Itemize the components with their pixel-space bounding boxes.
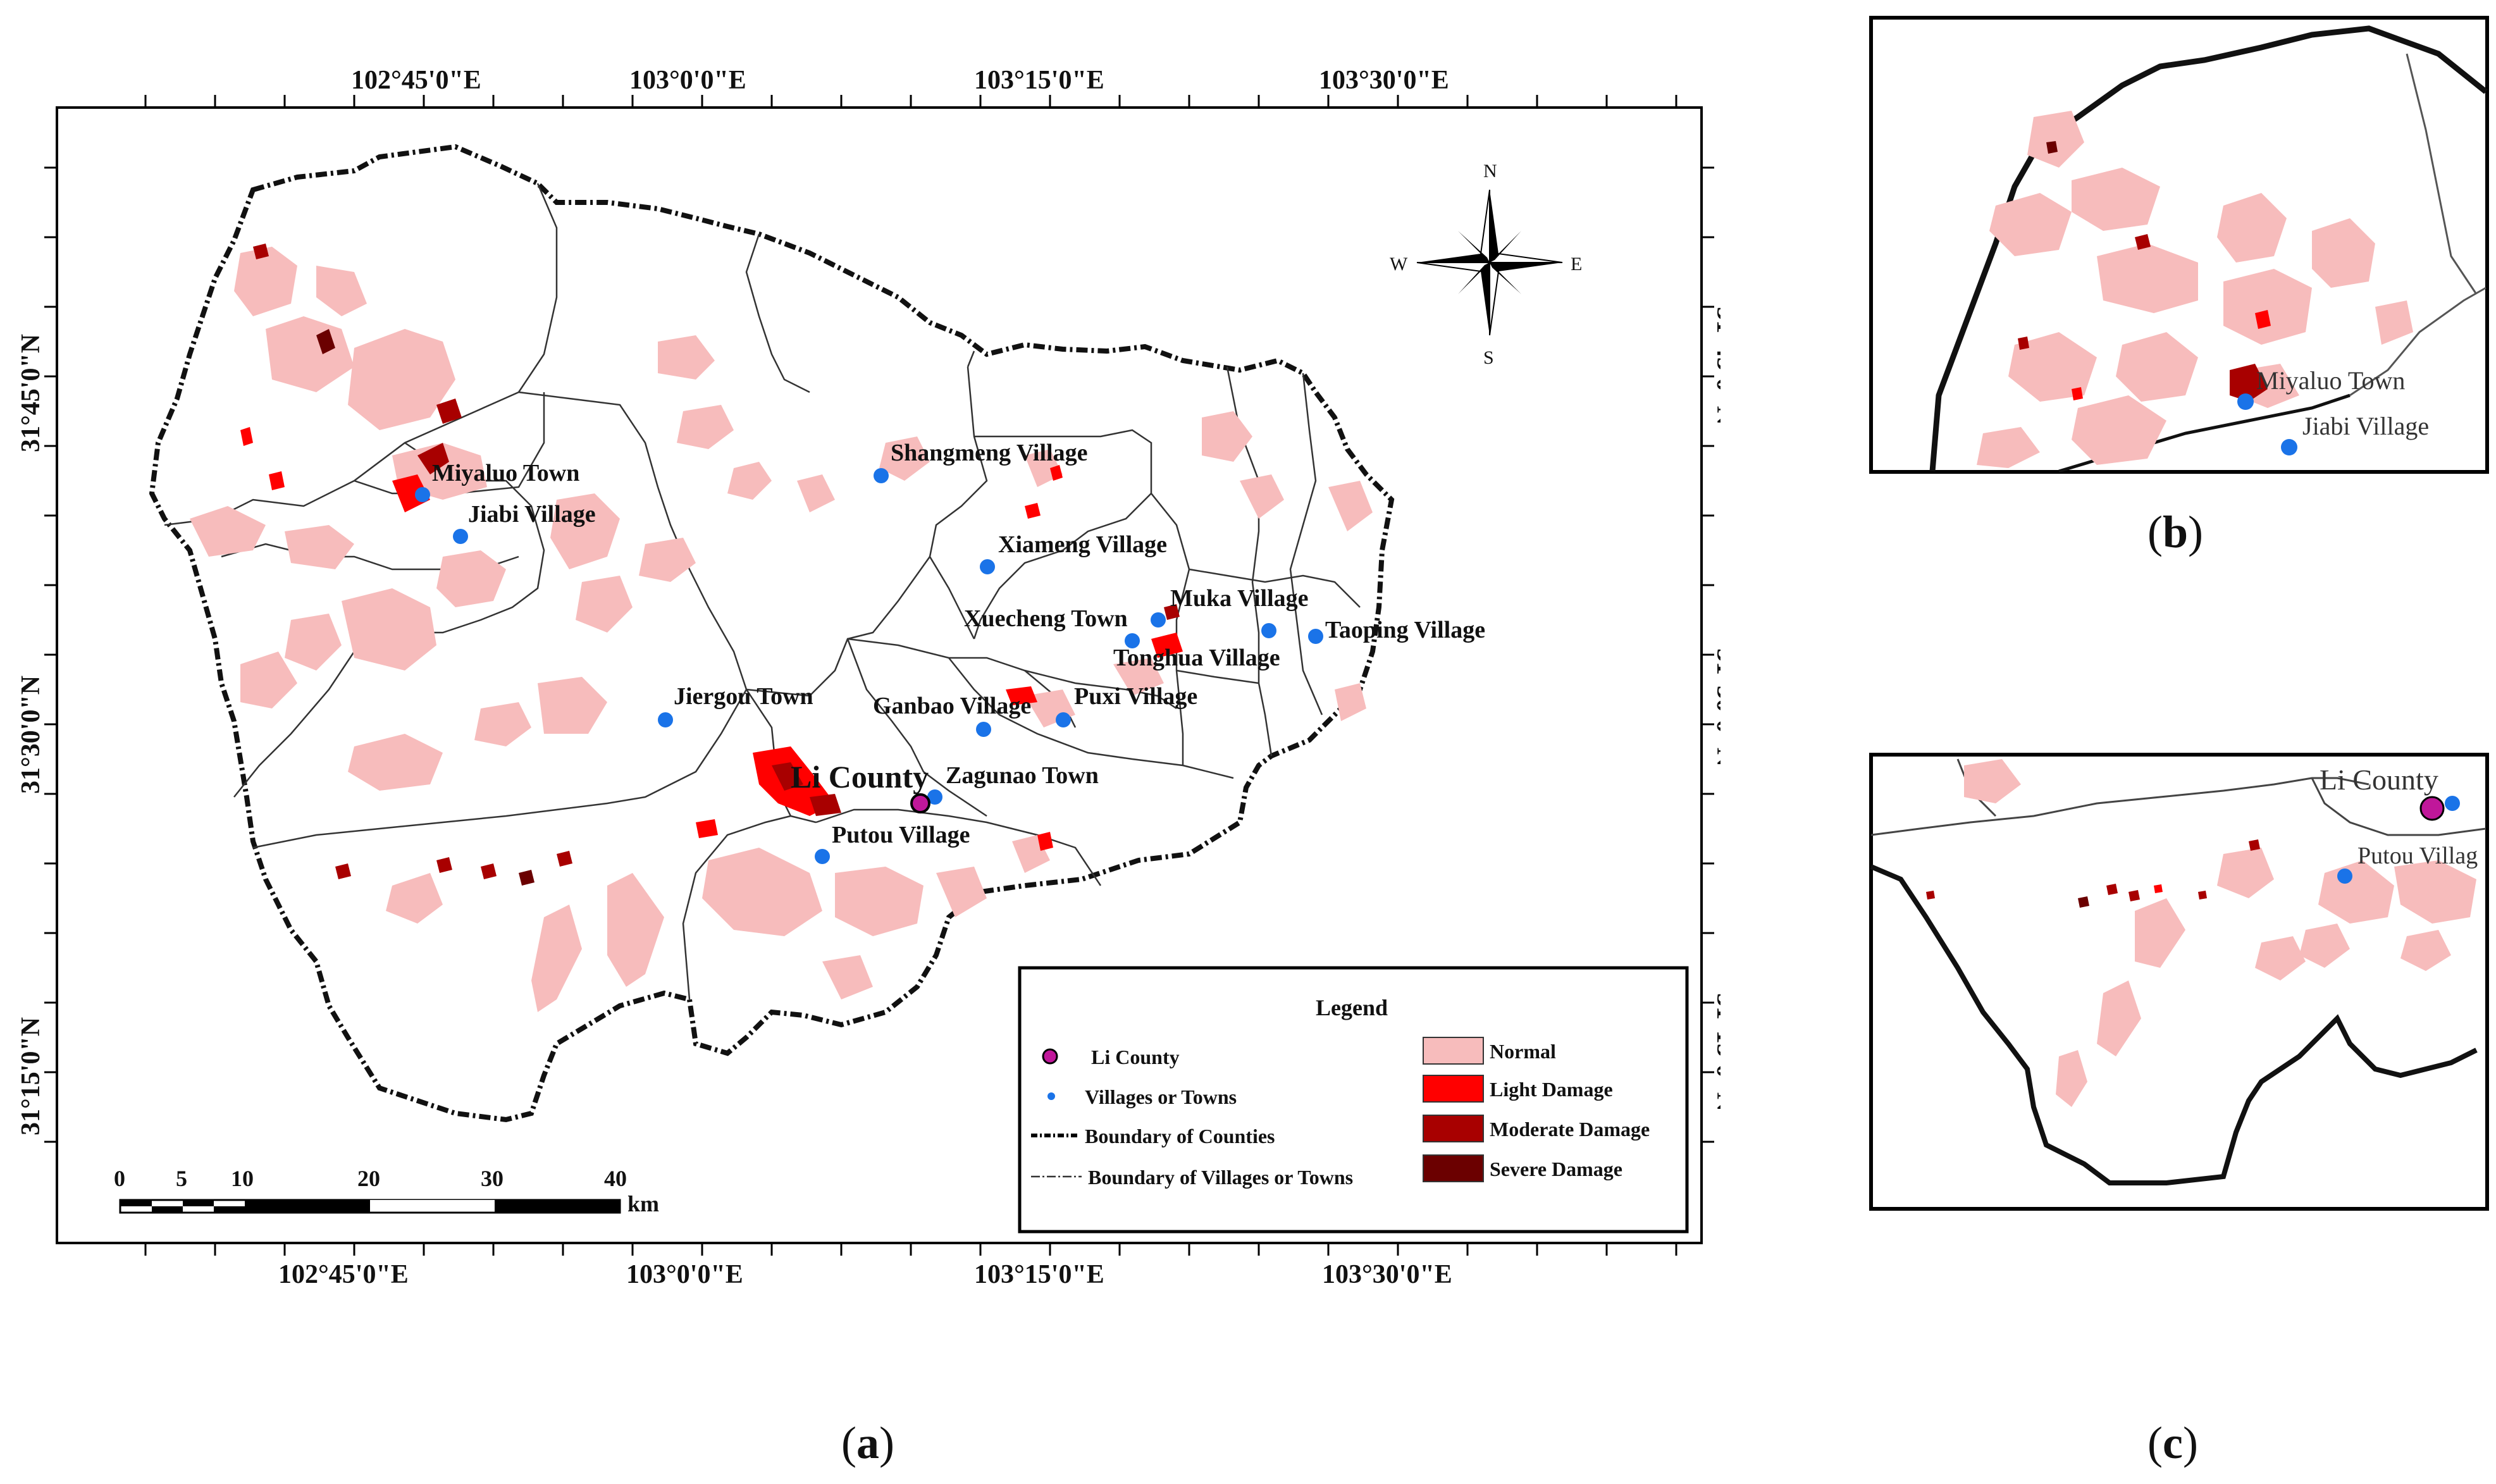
label-ganbao: Ganbao Village <box>873 693 1031 719</box>
label-shangmeng: Shangmeng Village <box>891 440 1087 466</box>
panel-label-c: (c) <box>2147 1418 2198 1468</box>
scale-tick-10: 10 <box>231 1166 254 1191</box>
panel-label-a: (a) <box>841 1418 894 1468</box>
frame-ticks <box>44 95 1714 1256</box>
lat-label-left-1: 31°45'0"N <box>16 334 46 452</box>
legend-li-county: Li County <box>1091 1046 1180 1068</box>
place-markers <box>415 468 1323 864</box>
compass-e: E <box>1571 254 1582 275</box>
damage-patches <box>240 244 1183 886</box>
legend-severe-swatch <box>1423 1154 1484 1182</box>
inset-b-map: Miyaluo Town Jiabi Village <box>1869 16 2489 474</box>
scale-tick-40: 40 <box>604 1166 627 1191</box>
lon-label-top-4: 103°30'0"E <box>1319 66 1449 95</box>
inset-b-frame <box>1869 16 2489 474</box>
main-map: 102°45'0"E 103°0'0"E 103°15'0"E 103°30'0… <box>16 66 1721 1289</box>
compass-rose: N S E W <box>1390 161 1582 368</box>
inset-c-frame <box>1869 753 2489 1211</box>
inset-c-damage <box>1926 839 2260 908</box>
label-tonghua: Tonghua Village <box>1113 645 1280 671</box>
label-li-county: Li County <box>791 759 929 795</box>
panel-label-b: (b) <box>2147 507 2204 557</box>
scale-tick-0: 0 <box>114 1166 125 1191</box>
legend-light-swatch <box>1423 1075 1484 1103</box>
inset-b-damage <box>2018 141 2271 402</box>
label-zagunao: Zagunao Town <box>946 762 1099 789</box>
label-xiameng: Xiameng Village <box>998 531 1167 558</box>
normal-patches <box>190 247 1373 1012</box>
label-jiergou: Jiergou Town <box>674 683 813 710</box>
lon-label-top-3: 103°15'0"E <box>974 66 1104 95</box>
legend-county-boundary: Boundary of Counties <box>1085 1125 1275 1147</box>
li-county-marker <box>910 793 930 813</box>
lon-label-bottom-1: 102°45'0"E <box>278 1260 409 1289</box>
label-puxi: Puxi Village <box>1074 683 1197 710</box>
scale-unit: km <box>627 1191 659 1216</box>
inset-b-label-jiabi: Jiabi Village <box>2302 412 2429 440</box>
lon-label-bottom-4: 103°30'0"E <box>1322 1260 1452 1289</box>
label-putou: Putou Village <box>832 822 970 848</box>
legend-li-county-symbol <box>1042 1048 1058 1065</box>
lat-label-right-3: 31°15'0"N <box>1711 993 1721 1111</box>
lon-label-bottom-2: 103°0'0"E <box>626 1260 743 1289</box>
inset-b-miyaluo-marker <box>2237 393 2254 410</box>
inset-b-normal <box>1977 111 2413 468</box>
legend: Legend Li County Villages or Towns Bound… <box>1018 966 1689 1234</box>
lon-label-bottom-3: 103°15'0"E <box>974 1260 1104 1289</box>
legend-normal: Normal <box>1490 1040 1556 1063</box>
scale-tick-5: 5 <box>176 1166 187 1191</box>
label-muka: Muka Village <box>1170 585 1309 612</box>
compass-n: N <box>1483 161 1497 182</box>
inset-c-li-county-marker <box>2419 796 2445 821</box>
lat-label-right-1: 31°45'0"N <box>1711 307 1721 425</box>
lat-label-left-2: 31°30'0"N <box>16 676 46 794</box>
legend-moderate-swatch <box>1423 1115 1484 1142</box>
label-miyaluo: Miyaluo Town <box>432 460 579 486</box>
inset-b-label-miyaluo: Miyaluo Town <box>2256 366 2405 395</box>
inset-c-label-li-county: Li County <box>2320 764 2438 796</box>
inset-c-label-putou: Putou Villag <box>2357 843 2478 869</box>
scale-tick-30: 30 <box>481 1166 504 1191</box>
label-xuecheng: Xuecheng Town <box>964 605 1128 632</box>
inset-c-putou-marker <box>2337 869 2352 884</box>
panel-label-b-letter: b <box>2162 507 2189 557</box>
lat-label-right-2: 31°30'0"N <box>1711 648 1721 767</box>
inset-c-map: Li County Putou Villag <box>1869 753 2489 1211</box>
panel-label-a-letter: a <box>856 1418 879 1468</box>
inset-c-zagunao-marker <box>2445 796 2460 811</box>
legend-severe: Severe Damage <box>1490 1158 1622 1180</box>
scale-bar: 0 5 10 20 30 40 km <box>114 1166 659 1216</box>
place-labels: Miyaluo Town Jiabi Village Shangmeng Vil… <box>432 440 1485 848</box>
legend-title: Legend <box>1316 995 1388 1020</box>
legend-light: Light Damage <box>1490 1078 1613 1101</box>
lon-label-top-2: 103°0'0"E <box>629 66 746 95</box>
label-taoping: Taoping Village <box>1325 617 1485 643</box>
legend-normal-swatch <box>1423 1037 1484 1065</box>
legend-villages: Villages or Towns <box>1085 1085 1237 1108</box>
legend-moderate: Moderate Damage <box>1490 1118 1650 1141</box>
label-jiabi: Jiabi Village <box>468 501 596 528</box>
lat-label-left-3: 31°15'0"N <box>16 1017 46 1135</box>
compass-s: S <box>1483 347 1494 368</box>
legend-village-boundary: Boundary of Villages or Towns <box>1088 1166 1353 1189</box>
scale-tick-20: 20 <box>357 1166 380 1191</box>
legend-village-symbol <box>1047 1092 1055 1100</box>
inset-b-jiabi-marker <box>2281 439 2297 455</box>
compass-w: W <box>1390 254 1408 275</box>
lon-label-top-1: 102°45'0"E <box>351 66 481 95</box>
panel-label-c-letter: c <box>2162 1418 2183 1468</box>
